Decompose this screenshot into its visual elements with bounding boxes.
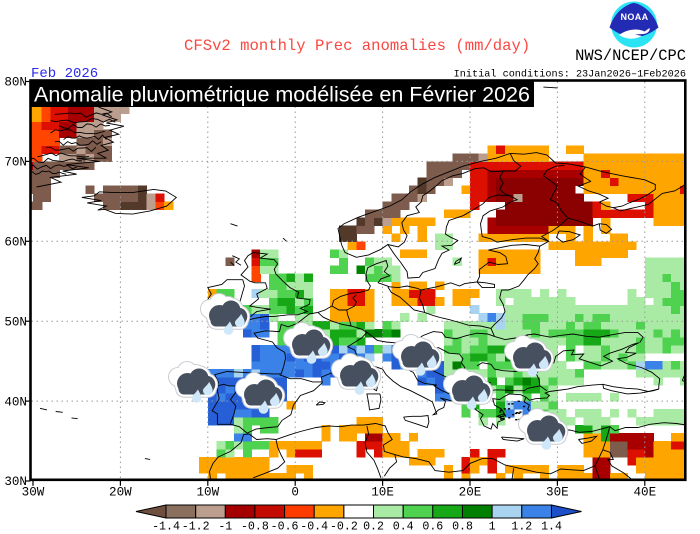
svg-text:40N: 40N [4, 395, 27, 409]
svg-text:-1.4: -1.4 [152, 521, 180, 534]
svg-text:20W: 20W [109, 486, 132, 500]
svg-text:30N: 30N [4, 475, 27, 489]
svg-text:0.8: 0.8 [452, 521, 473, 534]
svg-text:0: 0 [291, 486, 299, 500]
svg-text:0.4: 0.4 [393, 521, 414, 534]
svg-text:20E: 20E [459, 486, 482, 500]
svg-text:60N: 60N [4, 236, 27, 250]
svg-text:30E: 30E [546, 486, 569, 500]
svg-text:-0.4: -0.4 [300, 521, 328, 534]
svg-text:30W: 30W [22, 486, 45, 500]
svg-text:NOAA: NOAA [620, 12, 648, 22]
svg-text:1.4: 1.4 [541, 521, 562, 534]
svg-text:-0.6: -0.6 [271, 521, 299, 534]
svg-text:CFSv2 monthly Prec anomalies (: CFSv2 monthly Prec anomalies (mm/day) [184, 37, 530, 55]
svg-text:Initial conditions: 23Jan2026–: Initial conditions: 23Jan2026–1Feb2026 [454, 69, 686, 81]
svg-text:NWS/NCEP/CPC: NWS/NCEP/CPC [575, 47, 686, 65]
svg-text:Feb 2026: Feb 2026 [31, 66, 98, 82]
svg-text:70N: 70N [4, 156, 27, 170]
svg-text:0.6: 0.6 [422, 521, 443, 534]
svg-text:40E: 40E [633, 486, 656, 500]
svg-text:10W: 10W [196, 486, 219, 500]
svg-text:-0.2: -0.2 [330, 521, 358, 534]
svg-text:Anomalie pluviométrique modéli: Anomalie pluviométrique modélisée en Fév… [34, 83, 530, 107]
svg-text:1.2: 1.2 [511, 521, 532, 534]
svg-text:1: 1 [489, 521, 496, 534]
svg-text:50N: 50N [4, 315, 27, 329]
svg-text:-1: -1 [218, 521, 232, 534]
svg-text:10E: 10E [371, 486, 394, 500]
svg-text:80N: 80N [4, 76, 27, 90]
svg-text:0.2: 0.2 [363, 521, 384, 534]
svg-text:-0.8: -0.8 [241, 521, 269, 534]
svg-text:-1.2: -1.2 [182, 521, 210, 534]
